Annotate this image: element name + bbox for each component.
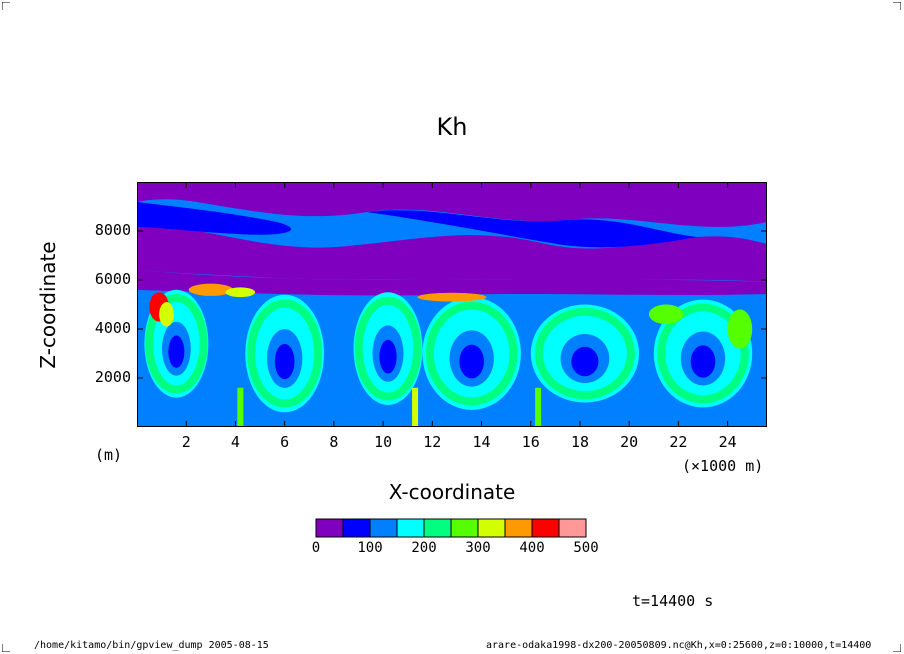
colorbar-swatch: [315, 518, 344, 538]
plume-2: [535, 387, 542, 427]
y-tick-label: 2000: [94, 368, 131, 386]
cell-ring-1: [247, 299, 323, 408]
hot-spot-3: [417, 292, 487, 302]
field-region-purple-mid: [137, 226, 767, 282]
colorbar-tick-label: 100: [357, 540, 383, 556]
colorbar-swatch: [396, 518, 425, 538]
cell-inner-3: [459, 344, 484, 379]
corner-mark-bottom-right: [893, 644, 901, 652]
y-axis-label: Z-coordinate: [36, 241, 60, 369]
x-tick-label: 4: [230, 433, 240, 451]
corner-mark-bottom-left: [2, 644, 10, 652]
time-label: t=14400 s: [632, 592, 714, 610]
x-tick-label: 22: [669, 433, 688, 451]
colorbar-tick-label: 200: [411, 540, 437, 556]
hot-spot-6: [727, 309, 753, 349]
colorbar-tick-label: 300: [465, 540, 491, 556]
x-tick-label: 2: [181, 433, 191, 451]
footer-right: arare-odaka1998-dx200-20050809.nc@Kh,x=0…: [486, 640, 872, 651]
x-tick-label: 24: [718, 433, 737, 451]
hot-spot-5: [648, 304, 684, 325]
colorbar-swatch: [558, 518, 587, 538]
colorbar-swatch: [342, 518, 371, 538]
plume-1: [412, 387, 419, 427]
x-tick-label: 10: [374, 433, 393, 451]
x-tick-label: 20: [620, 433, 639, 451]
y-tick-label: 8000: [94, 221, 131, 239]
cell-inner-0: [168, 335, 185, 368]
cell-inner-2: [379, 339, 397, 374]
field-region-purple-band: [137, 270, 767, 296]
colorbar: [315, 518, 587, 538]
corner-mark-top-left: [2, 2, 10, 10]
corner-mark-top-right: [893, 2, 901, 10]
plume-0: [237, 387, 244, 427]
cell-ring-3: [425, 301, 518, 406]
field-region-upper: [137, 182, 767, 227]
cell-ring-0: [145, 293, 208, 394]
colorbar-swatch: [423, 518, 452, 538]
y-tick-label: 6000: [94, 270, 131, 288]
colorbar-swatch: [477, 518, 506, 538]
hot-spot-1: [188, 283, 233, 296]
cell-ring-4: [534, 307, 635, 400]
field-region-blue-1: [137, 202, 292, 235]
x-unit-label: (×1000 m): [682, 457, 764, 475]
colorbar-swatch: [450, 518, 479, 538]
y-tick-label: 4000: [94, 319, 131, 337]
chart-title: Kh: [436, 113, 468, 141]
field-region-blue-2: [367, 210, 697, 248]
x-tick-label: 6: [280, 433, 290, 451]
x-axis-label: X-coordinate: [388, 480, 516, 504]
footer-left: /home/kitamo/bin/gpview_dump 2005-08-15: [34, 640, 269, 651]
x-tick-label: 14: [472, 433, 491, 451]
cell-ring-2: [354, 296, 422, 401]
hot-spot-4: [225, 287, 256, 298]
cell-ring-5: [657, 303, 749, 404]
hot-spot-2: [159, 302, 174, 327]
cell-inner-5: [690, 345, 716, 378]
y-unit-label: (m): [95, 446, 123, 464]
x-tick-label: 8: [329, 433, 339, 451]
x-tick-label: 18: [570, 433, 589, 451]
cell-inner-1: [274, 343, 295, 380]
colorbar-swatch: [369, 518, 398, 538]
colorbar-tick-label: 0: [311, 540, 321, 556]
colorbar-tick-label: 500: [573, 540, 599, 556]
heatmap-plot: [137, 182, 767, 427]
colorbar-tick-label: 400: [519, 540, 545, 556]
cell-inner-4: [571, 346, 599, 377]
colorbar-swatch: [504, 518, 533, 538]
colorbar-swatch: [531, 518, 560, 538]
x-tick-label: 12: [423, 433, 442, 451]
x-tick-label: 16: [521, 433, 540, 451]
plot-frame: [137, 182, 767, 427]
